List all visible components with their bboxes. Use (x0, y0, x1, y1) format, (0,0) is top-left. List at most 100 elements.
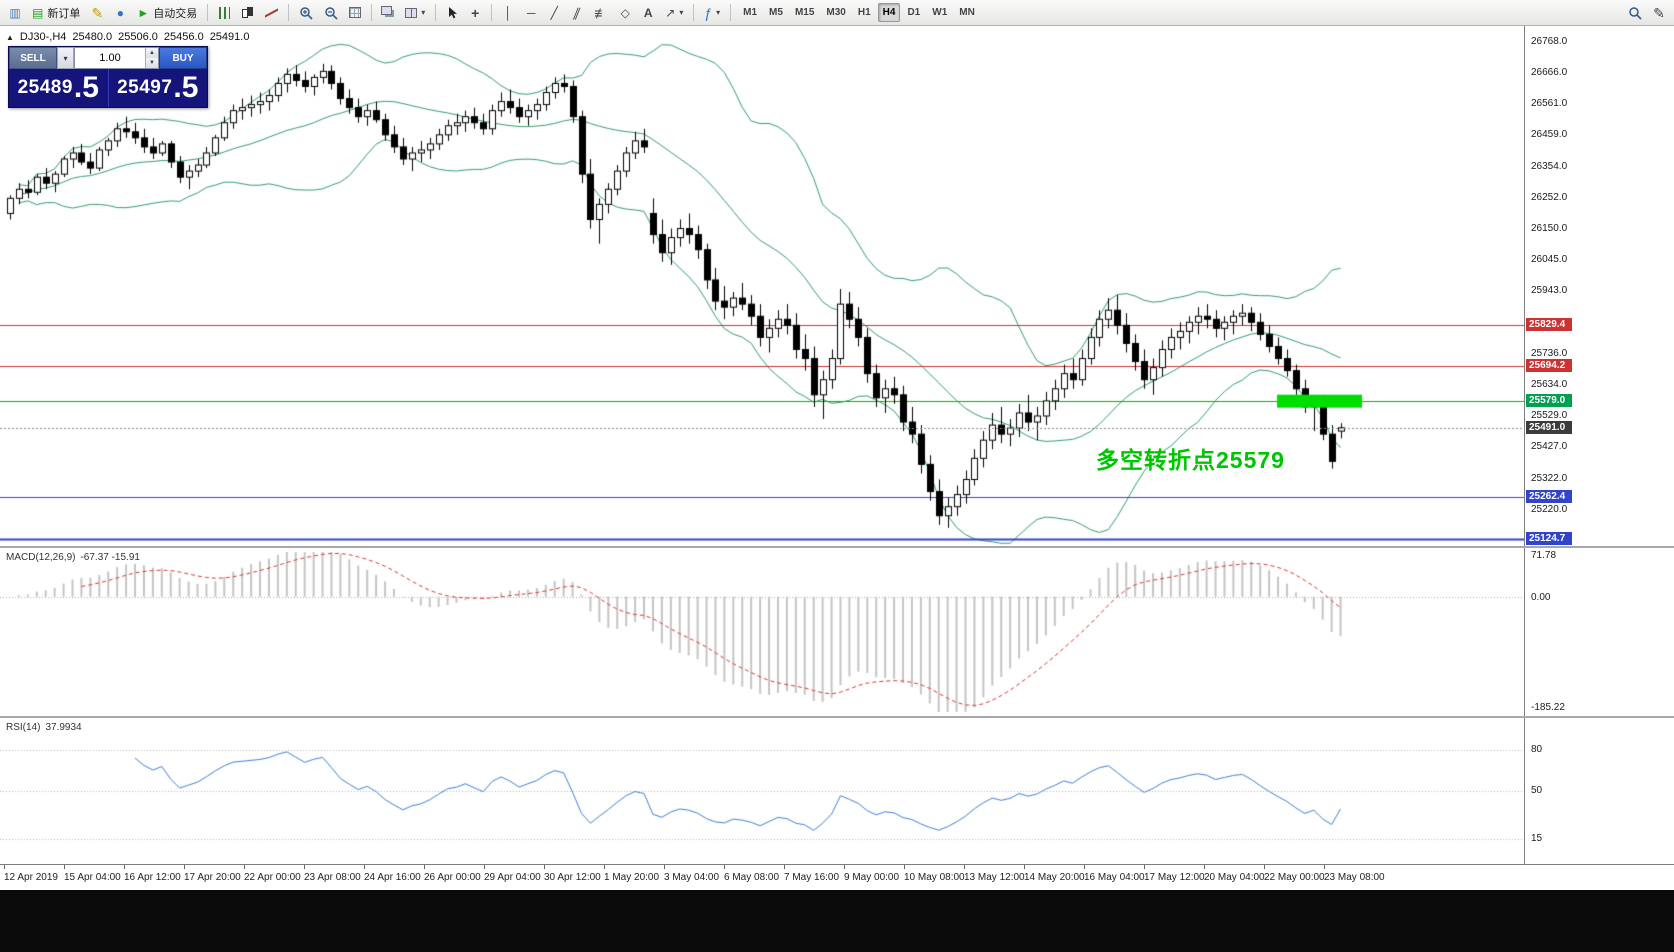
candlestick-mode-button[interactable] (236, 2, 259, 23)
toolbar-separator (371, 4, 373, 21)
channel-tool-button[interactable]: ∥ (566, 2, 588, 23)
time-axis-label: 17 May 12:00 (1144, 872, 1205, 883)
one-click-trading-panel: SELL ▾ ▲ ▼ BUY 25489 .5 25497 (8, 46, 208, 108)
indicators-button[interactable]: ƒ ▾ (699, 2, 725, 23)
auto-trading-play-icon: ► (137, 5, 150, 20)
bar-chart-mode-button[interactable] (213, 2, 235, 23)
timeframe-M30[interactable]: M30 (821, 3, 850, 22)
timeframe-M5[interactable]: M5 (764, 3, 788, 22)
time-axis-tick (544, 865, 545, 869)
crosshair-icon: + (471, 4, 480, 21)
time-axis-label: 26 Apr 00:00 (424, 872, 481, 883)
zoom-out-button[interactable] (319, 2, 343, 23)
rsi-axis-label: 50 (1531, 785, 1543, 796)
horizontal-line-icon: ─ (526, 5, 536, 20)
price-chart-canvas[interactable] (0, 26, 1524, 546)
price-level-tag: 25124.7 (1526, 531, 1572, 545)
sell-price-display[interactable]: 25489 .5 (9, 69, 108, 107)
new-order-label: 新订单 (47, 7, 81, 20)
timeframe-D1[interactable]: D1 (902, 3, 925, 22)
arrows-tool-button[interactable]: ↗ ▾ (660, 2, 688, 23)
price-level-tag: 25262.4 (1526, 489, 1572, 503)
horizontal-line-tool-button[interactable]: ─ (520, 2, 542, 23)
chart-ohlc-header: ▲ DJ30-,H4 25480.0 25506.0 25456.0 25491… (6, 31, 249, 43)
volume-decrease-button[interactable]: ▼ (146, 58, 158, 68)
cursor-tool-button[interactable] (441, 2, 463, 23)
line-chart-mode-button[interactable] (260, 2, 283, 23)
buy-price-display[interactable]: 25497 .5 (107, 69, 208, 107)
quick-edit-button[interactable]: ✎ (1648, 2, 1670, 23)
price-axis-tick: 26666.0 (1531, 66, 1568, 78)
volume-field: ▲ ▼ (74, 47, 159, 69)
tile-windows-button[interactable]: ▾ (400, 2, 430, 23)
volume-stepper: ▲ ▼ (145, 48, 158, 68)
options-button[interactable]: ● (109, 2, 131, 23)
toolbar-separator (435, 4, 437, 21)
terminal-icon: ▥ (9, 5, 21, 20)
time-axis-label: 29 Apr 04:00 (484, 872, 541, 883)
text-tool-button[interactable]: A (637, 2, 659, 23)
shapes-tool-button[interactable]: ◇ (614, 2, 636, 23)
price-axis-tick: 25427.0 (1531, 441, 1568, 453)
new-order-button[interactable]: ▤ 新订单 (27, 2, 85, 23)
timeframe-W1[interactable]: W1 (927, 3, 952, 22)
timeframe-M1[interactable]: M1 (738, 3, 762, 22)
cursor-icon (448, 7, 457, 19)
buy-price-pip: .5 (173, 71, 199, 104)
macd-values: -67.37 -15.91 (80, 552, 140, 563)
low-value: 25456.0 (163, 31, 204, 43)
rsi-pane-splitter[interactable] (0, 716, 1674, 718)
chart-marker-icon: ▲ (6, 32, 14, 42)
sell-price-pip: .5 (73, 71, 99, 104)
volume-increase-button[interactable]: ▲ (146, 48, 158, 58)
metaeditor-button[interactable]: ✎ (86, 2, 108, 23)
time-axis-tick (64, 865, 65, 869)
sell-price-main: 25489 (17, 77, 73, 98)
buy-button[interactable]: BUY (159, 47, 207, 69)
time-axis-label: 9 May 00:00 (844, 872, 900, 883)
trendline-tool-button[interactable]: ╱ (543, 2, 565, 23)
vertical-line-tool-button[interactable]: │ (497, 2, 519, 23)
time-axis[interactable]: 12 Apr 2019 15 Apr 04:00 16 Apr 12:00 17 Ap… (0, 864, 1674, 890)
rsi-axis-label: 15 (1531, 833, 1543, 845)
cascade-windows-button[interactable] (377, 2, 399, 23)
macd-pane-splitter[interactable] (0, 546, 1674, 548)
cascade-windows-icon (380, 6, 392, 15)
crosshair-tool-button[interactable]: + (464, 2, 486, 23)
options-icon: ● (116, 5, 124, 20)
price-axis-tick: 26150.0 (1531, 222, 1568, 234)
chart-annotation-text[interactable]: 多空转折点25579 (1096, 447, 1285, 473)
time-axis-label: 13 May 12:00 (964, 872, 1025, 883)
tile-windows-icon (405, 7, 418, 18)
macd-indicator-canvas[interactable] (0, 548, 1524, 716)
toolbar-separator (693, 4, 695, 21)
timeframe-MN[interactable]: MN (954, 3, 980, 22)
rsi-indicator-canvas[interactable] (0, 718, 1524, 864)
price-axis[interactable]: 26768.0 26666.0 26561.0 26459.0 26354.0 26252… (1524, 26, 1674, 864)
grid-toggle-button[interactable] (344, 2, 366, 23)
terminal-button[interactable]: ▥ (4, 2, 26, 23)
price-axis-tick: 25943.0 (1531, 285, 1568, 297)
sell-button[interactable]: SELL (9, 47, 57, 69)
auto-trading-button[interactable]: ► 自动交易 (132, 2, 202, 23)
timeframe-H1[interactable]: H1 (853, 3, 876, 22)
time-axis-label: 10 May 08:00 (904, 872, 965, 883)
zoom-in-button[interactable] (294, 2, 318, 23)
close-value: 25491.0 (209, 31, 250, 43)
fibonacci-tool-button[interactable]: ≢ (589, 2, 613, 23)
volume-preset-dropdown[interactable]: ▾ (57, 47, 74, 69)
price-level-tag: 25491.0 (1526, 420, 1572, 434)
volume-input[interactable] (75, 48, 145, 68)
macd-name: MACD(12,26,9) (6, 552, 76, 563)
time-axis-label: 6 May 08:00 (724, 872, 780, 883)
time-axis-label: 23 Apr 08:00 (304, 872, 361, 883)
timeframe-H4[interactable]: H4 (877, 3, 901, 22)
time-axis-tick (844, 865, 845, 869)
price-axis-tick: 25736.0 (1531, 347, 1568, 359)
macd-axis-label: 0.00 (1531, 591, 1551, 603)
chevron-down-icon: ▾ (63, 53, 68, 63)
toolbar-separator (288, 4, 290, 21)
search-button[interactable] (1623, 2, 1647, 23)
time-axis-tick (1264, 865, 1265, 869)
timeframe-M15[interactable]: M15 (790, 3, 819, 22)
